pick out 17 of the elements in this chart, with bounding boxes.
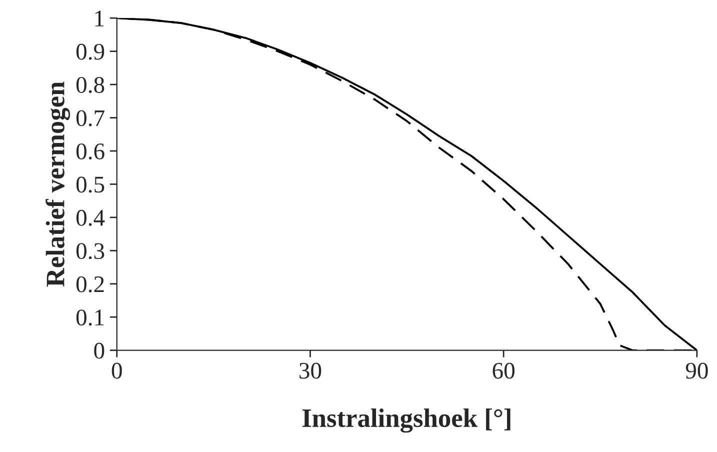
y-tick-label: 0.9 bbox=[76, 44, 104, 60]
y-tick-label: 0.5 bbox=[76, 176, 104, 193]
x-tick-label: 60 bbox=[492, 362, 514, 379]
x-tick-label: 0 bbox=[112, 362, 122, 379]
y-axis-title: Relatief vermogen bbox=[46, 82, 70, 287]
x-axis-title: Instralingshoek [°] bbox=[302, 408, 510, 433]
y-tick-label: 1 bbox=[95, 10, 104, 26]
y-tick-label: 0.2 bbox=[76, 276, 104, 292]
y-tick-label: 0.6 bbox=[76, 143, 104, 160]
y-tick-label: 0.4 bbox=[76, 210, 105, 226]
x-tick-label: 30 bbox=[300, 362, 322, 379]
y-tick-label: 0.3 bbox=[76, 243, 104, 260]
y-tick-label: 0.1 bbox=[76, 310, 104, 326]
y-tick-label: 0.8 bbox=[76, 77, 104, 94]
y-tick-label: 0.7 bbox=[76, 110, 104, 126]
y-tick-label: 0 bbox=[94, 342, 104, 359]
x-tick-label: 90 bbox=[686, 362, 708, 379]
